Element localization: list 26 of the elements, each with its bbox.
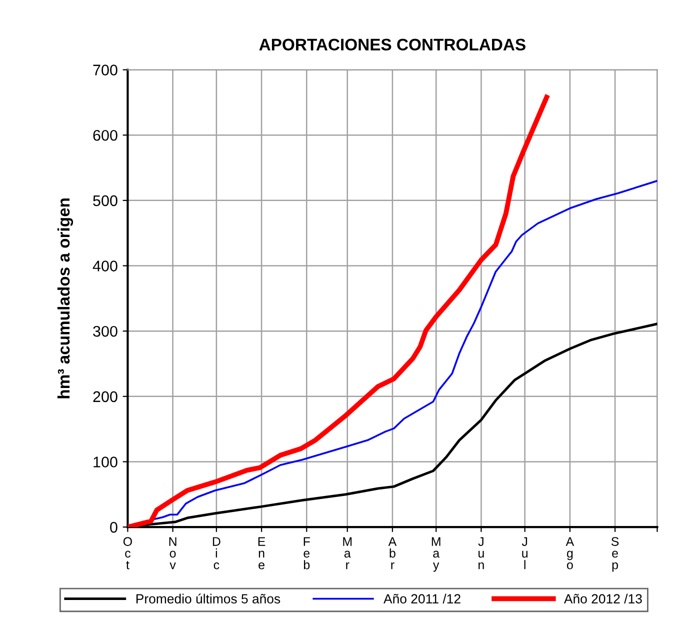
y-tick-label: 100 xyxy=(94,456,118,468)
y-axis-title: hm³ acumulados a origen xyxy=(57,198,74,398)
x-tick-label: Oct xyxy=(123,537,132,570)
x-tick-label: Ene xyxy=(258,537,266,570)
x-tick-label: Jun xyxy=(478,537,484,570)
x-tick-label: Jul xyxy=(522,537,528,570)
x-tick-label: Dic xyxy=(212,537,220,570)
legend-label: Promedio últimos 5 años xyxy=(136,594,280,604)
x-tick-label: Mar xyxy=(343,537,352,570)
y-tick-label: 200 xyxy=(93,391,118,402)
y-tick-label: 700 xyxy=(93,64,118,76)
x-tick-label: Sep xyxy=(611,537,619,572)
legend-label: Año 2011 /12 xyxy=(384,594,460,604)
x-tick-label: Feb xyxy=(304,537,310,570)
y-tick-label: 500 xyxy=(93,195,118,206)
legend-label: Año 2012 /13 xyxy=(564,594,642,604)
line-series xyxy=(128,94,550,528)
x-tick-label: Ago xyxy=(566,537,574,570)
y-tick-label: 400 xyxy=(92,260,118,272)
x-tick-label: Nov xyxy=(169,537,176,570)
y-tick-label: 600 xyxy=(93,130,118,141)
x-tick-label: May xyxy=(432,537,440,572)
y-tick-label: 300 xyxy=(93,326,118,337)
y-tick-label: 0 xyxy=(110,522,118,533)
chart-title: APORTACIONES CONTROLADAS xyxy=(259,38,526,50)
x-tick-label: Abr xyxy=(388,537,397,570)
